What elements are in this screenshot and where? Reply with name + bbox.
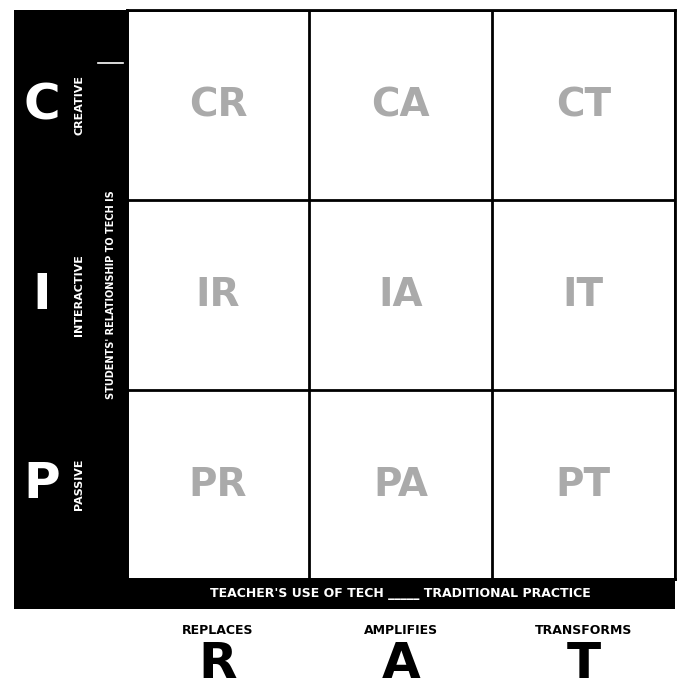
Text: IA: IA (378, 276, 423, 313)
Text: CT: CT (556, 86, 611, 124)
Text: IT: IT (563, 276, 604, 313)
Text: R: R (199, 641, 237, 680)
Text: PR: PR (189, 466, 247, 503)
Text: INTERACTIVE: INTERACTIVE (74, 254, 84, 336)
Text: T: T (566, 641, 601, 680)
Text: CREATIVE: CREATIVE (74, 75, 84, 135)
Text: C: C (23, 81, 60, 129)
Text: TEACHER'S USE OF TECH _____ TRADITIONAL PRACTICE: TEACHER'S USE OF TECH _____ TRADITIONAL … (210, 588, 591, 600)
Text: PASSIVE: PASSIVE (74, 459, 84, 510)
Text: REPLACES: REPLACES (182, 624, 254, 636)
Text: TRANSFORMS: TRANSFORMS (535, 624, 632, 636)
Text: PA: PA (373, 466, 428, 503)
Text: STUDENTS' RELATIONSHIP TO TECH IS: STUDENTS' RELATIONSHIP TO TECH IS (106, 190, 116, 399)
Text: CA: CA (371, 86, 430, 124)
Text: IR: IR (196, 276, 240, 313)
Text: AMPLIFIES: AMPLIFIES (364, 624, 438, 636)
Text: PT: PT (556, 466, 611, 503)
Text: CR: CR (189, 86, 247, 124)
Text: P: P (24, 460, 60, 509)
Text: I: I (33, 271, 51, 319)
Text: A: A (382, 641, 420, 680)
